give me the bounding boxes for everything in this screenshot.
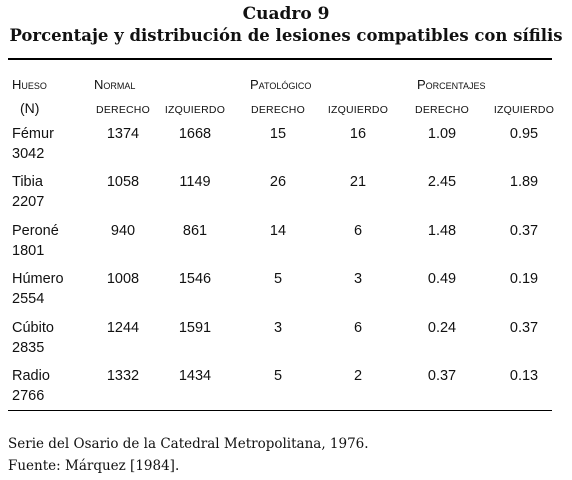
cell-porcentaje-derecho: 0.24	[427, 320, 457, 336]
cell-normal-derecho: 1058	[106, 174, 140, 190]
bone-name: Cúbito 2835	[12, 318, 54, 358]
cell-porcentaje-izquierdo: 0.13	[509, 368, 539, 384]
cell-patologico-izquierdo: 6	[353, 223, 363, 239]
cell-patologico-derecho: 15	[269, 126, 287, 142]
bone-count: 1801	[12, 243, 45, 259]
cell-normal-derecho: 1332	[106, 368, 140, 384]
cell-patologico-derecho: 26	[269, 174, 287, 190]
bone-count: 2554	[12, 291, 45, 307]
cell-normal-derecho: 1008	[106, 271, 140, 287]
cell-normal-izquierdo: 1591	[178, 320, 212, 336]
header-patologico-derecho: derecho	[251, 104, 305, 116]
bone-name: Peroné 1801	[12, 221, 59, 261]
header-n: (N)	[20, 100, 40, 116]
table-caption: Cuadro 9	[242, 4, 330, 24]
header-porcentajes-izquierdo: izquierdo	[493, 104, 555, 116]
cell-porcentaje-izquierdo: 0.95	[509, 126, 539, 142]
bone-count: 2835	[12, 340, 45, 356]
cell-normal-izquierdo: 1546	[178, 271, 212, 287]
cell-patologico-derecho: 14	[269, 223, 287, 239]
bone-name: Radio 2766	[12, 366, 50, 406]
cell-normal-izquierdo: 1149	[179, 174, 211, 190]
cell-normal-izquierdo: 1434	[178, 368, 212, 384]
cell-patologico-derecho: 5	[273, 368, 283, 384]
bone-name: Húmero 2554	[12, 269, 64, 309]
cell-patologico-izquierdo: 2	[353, 368, 363, 384]
source-reference: Fuente: Márquez [1984].	[8, 458, 180, 474]
cell-patologico-izquierdo: 6	[353, 320, 363, 336]
cell-porcentaje-derecho: 0.37	[427, 368, 457, 384]
top-rule	[8, 58, 552, 60]
bottom-rule	[8, 410, 552, 411]
bone-label: Cúbito	[12, 320, 54, 336]
cell-porcentaje-derecho: 2.45	[427, 174, 457, 190]
cell-normal-izquierdo: 1668	[178, 126, 212, 142]
bone-label: Húmero	[12, 271, 64, 287]
bone-count: 2207	[12, 194, 45, 210]
cell-porcentaje-izquierdo: 0.19	[509, 271, 539, 287]
header-normal: Normal	[94, 77, 136, 92]
source-note: Serie del Osario de la Catedral Metropol…	[8, 436, 369, 452]
bone-name: Tibia 2207	[12, 172, 44, 212]
header-normal-izquierdo: izquierdo	[164, 104, 226, 116]
bone-label: Fémur	[12, 126, 54, 142]
cell-normal-derecho: 1374	[106, 126, 140, 142]
cell-porcentaje-derecho: 1.48	[427, 223, 457, 239]
bone-count: 3042	[12, 146, 45, 162]
cell-porcentaje-derecho: 1.09	[427, 126, 457, 142]
bone-label: Peroné	[12, 223, 59, 239]
cell-patologico-izquierdo: 3	[353, 271, 363, 287]
cell-patologico-derecho: 5	[273, 271, 283, 287]
header-porcentajes-derecho: derecho	[415, 104, 469, 116]
bone-count: 2766	[12, 388, 45, 404]
cell-normal-izquierdo: 861	[182, 223, 208, 239]
cell-porcentaje-izquierdo: 0.37	[509, 223, 539, 239]
cell-patologico-izquierdo: 16	[349, 126, 367, 142]
cell-porcentaje-izquierdo: 1.89	[509, 174, 539, 190]
bone-label: Tibia	[12, 174, 43, 190]
cell-normal-derecho: 1244	[106, 320, 140, 336]
cell-normal-derecho: 940	[110, 223, 136, 239]
cell-patologico-izquierdo: 21	[349, 174, 367, 190]
cell-porcentaje-izquierdo: 0.37	[509, 320, 539, 336]
header-patologico-izquierdo: izquierdo	[327, 104, 389, 116]
cell-porcentaje-derecho: 0.49	[427, 271, 457, 287]
header-patologico: Patológico	[250, 77, 312, 92]
bone-name: Fémur 3042	[12, 124, 54, 164]
header-normal-derecho: derecho	[96, 104, 150, 116]
header-hueso: Hueso	[12, 77, 47, 92]
cell-patologico-derecho: 3	[273, 320, 283, 336]
header-porcentajes: Porcentajes	[417, 77, 486, 92]
table-title: Porcentaje y distribución de lesiones co…	[9, 26, 563, 45]
bone-label: Radio	[12, 368, 50, 384]
